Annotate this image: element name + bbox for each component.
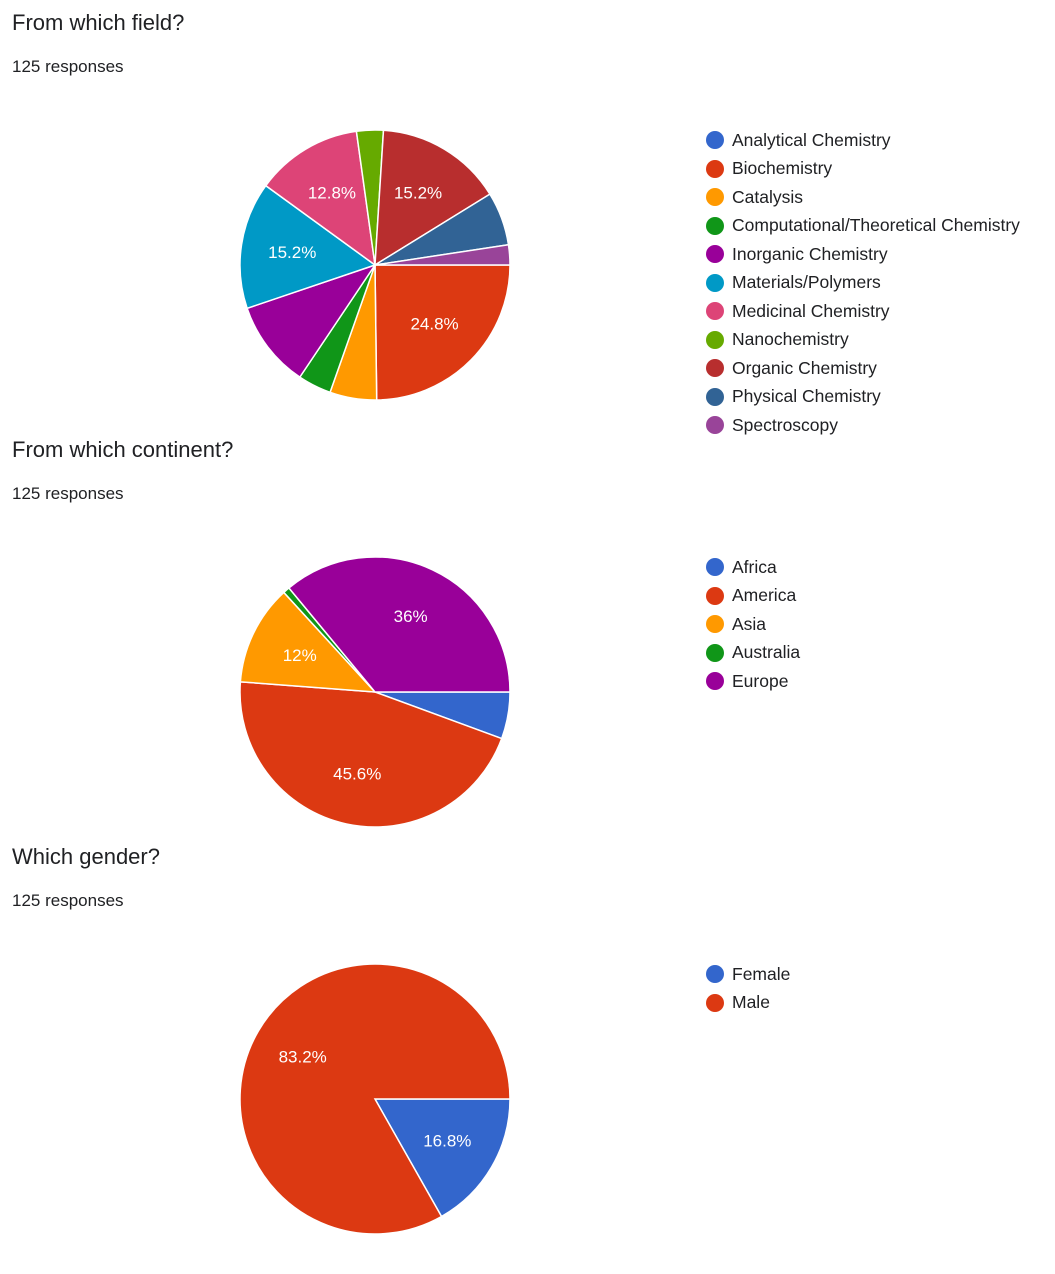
question-gender: Which gender? 125 responses 16.8% 83.2% F… bbox=[0, 834, 1055, 1248]
pie-data-label-male: 83.2% bbox=[279, 1047, 327, 1066]
legend-label: Africa bbox=[732, 556, 777, 577]
response-count: 125 responses bbox=[12, 484, 124, 503]
legend-item-spectroscopy: Spectroscopy bbox=[706, 411, 1020, 440]
legend-label: Inorganic Chemistry bbox=[732, 243, 888, 264]
legend-item-analytical-chemistry: Analytical Chemistry bbox=[706, 126, 1020, 155]
legend-swatch bbox=[706, 387, 724, 406]
legend-label: Nanochemistry bbox=[732, 329, 849, 350]
question-continent: From which continent? 125 responses 45.6… bbox=[0, 427, 1055, 837]
legend-label: Europe bbox=[732, 670, 789, 691]
pie-slice-medicinal-chemistry bbox=[264, 130, 376, 267]
legend-label: Biochemistry bbox=[732, 158, 833, 179]
legend-label: Analytical Chemistry bbox=[732, 129, 891, 150]
legend-continent: Africa America Asia Australia Europe bbox=[706, 553, 800, 696]
pie-data-label-asia: 12% bbox=[283, 646, 317, 665]
pie-data-label-organic-chemistry: 15.2% bbox=[394, 184, 442, 203]
pie-slice-europe bbox=[287, 556, 511, 693]
pie-data-label-biochemistry: 24.8% bbox=[410, 314, 458, 333]
response-count: 125 responses bbox=[12, 57, 124, 76]
question-title: From which field? bbox=[12, 10, 185, 35]
legend-swatch bbox=[706, 965, 724, 984]
legend-item-nanochemistry: Nanochemistry bbox=[706, 326, 1020, 355]
question-title: From which continent? bbox=[12, 437, 234, 462]
pie-chart-gender: 16.8% 83.2% bbox=[239, 963, 511, 1235]
legend-swatch bbox=[706, 672, 724, 691]
legend-item-biochemistry: Biochemistry bbox=[706, 155, 1020, 184]
pie-slice-biochemistry bbox=[374, 264, 511, 401]
pie-slice-male bbox=[239, 963, 511, 1235]
legend-item-organic-chemistry: Organic Chemistry bbox=[706, 354, 1020, 383]
legend-swatch bbox=[706, 216, 724, 235]
pie-slice-materials-polymers bbox=[239, 184, 377, 310]
legend-swatch bbox=[706, 273, 724, 292]
legend-label: Catalysis bbox=[732, 186, 803, 207]
legend-item-physical-chemistry: Physical Chemistry bbox=[706, 383, 1020, 412]
legend-gender: Female Male bbox=[706, 960, 790, 1017]
legend-swatch bbox=[706, 416, 724, 435]
legend-label: America bbox=[732, 585, 797, 606]
legend-item-catalysis: Catalysis bbox=[706, 183, 1020, 212]
response-count: 125 responses bbox=[12, 891, 124, 910]
legend-swatch bbox=[706, 245, 724, 264]
legend-swatch bbox=[706, 131, 724, 150]
pie-data-label-medicinal-chemistry: 12.8% bbox=[308, 184, 356, 203]
legend-label: Asia bbox=[732, 613, 767, 634]
legend-label: Female bbox=[732, 963, 791, 984]
question-field: From which field? 125 responses 24.8% 15.… bbox=[0, 0, 1055, 436]
legend-swatch bbox=[706, 643, 724, 662]
legend-item-medicinal-chemistry: Medicinal Chemistry bbox=[706, 297, 1020, 326]
legend-item-america: America bbox=[706, 582, 800, 611]
legend-swatch bbox=[706, 558, 724, 577]
pie-data-label-america: 45.6% bbox=[333, 764, 381, 783]
legend-swatch bbox=[706, 330, 724, 349]
pie-data-label-europe: 36% bbox=[394, 607, 428, 626]
pie-chart-field: 24.8% 15.2% 12.8% 15.2% bbox=[239, 129, 511, 401]
pie-slice-asia bbox=[239, 591, 377, 693]
legend-label: Australia bbox=[732, 642, 801, 663]
legend-item-europe: Europe bbox=[706, 667, 800, 696]
legend-item-female: Female bbox=[706, 960, 790, 989]
legend-swatch bbox=[706, 993, 724, 1012]
legend-label: Computational/Theoretical Chemistry bbox=[732, 215, 1020, 236]
pie-chart-continent: 45.6% 12% 36% bbox=[239, 556, 511, 828]
legend-item-computational-theoretical-chemistry: Computational/Theoretical Chemistry bbox=[706, 212, 1020, 241]
pie-slice-female bbox=[373, 1098, 511, 1218]
legend-swatch bbox=[706, 159, 724, 178]
legend-field: Analytical Chemistry Biochemistry Catalysi… bbox=[706, 126, 1020, 440]
question-title: Which gender? bbox=[12, 844, 160, 869]
legend-item-asia: Asia bbox=[706, 610, 800, 639]
legend-label: Organic Chemistry bbox=[732, 357, 877, 378]
legend-label: Physical Chemistry bbox=[732, 386, 881, 407]
legend-label: Spectroscopy bbox=[732, 414, 839, 435]
legend-label: Medicinal Chemistry bbox=[732, 300, 890, 321]
legend-item-africa: Africa bbox=[706, 553, 800, 582]
legend-item-materials-polymers: Materials/Polymers bbox=[706, 269, 1020, 298]
legend-swatch bbox=[706, 188, 724, 207]
pie-slice-inorganic-chemistry bbox=[246, 263, 377, 379]
legend-label: Materials/Polymers bbox=[732, 272, 881, 293]
pie-slice-organic-chemistry bbox=[374, 129, 491, 267]
pie-data-label-materials-polymers: 15.2% bbox=[268, 243, 316, 262]
legend-swatch bbox=[706, 359, 724, 378]
pie-slice-spectroscopy bbox=[374, 243, 511, 266]
pie-data-label-female: 16.8% bbox=[423, 1132, 471, 1151]
legend-item-inorganic-chemistry: Inorganic Chemistry bbox=[706, 240, 1020, 269]
legend-item-australia: Australia bbox=[706, 639, 800, 668]
pie-slice-america bbox=[239, 681, 503, 828]
legend-swatch bbox=[706, 302, 724, 321]
legend-item-male: Male bbox=[706, 989, 790, 1018]
legend-swatch bbox=[706, 615, 724, 634]
legend-label: Male bbox=[732, 992, 770, 1013]
legend-swatch bbox=[706, 586, 724, 605]
